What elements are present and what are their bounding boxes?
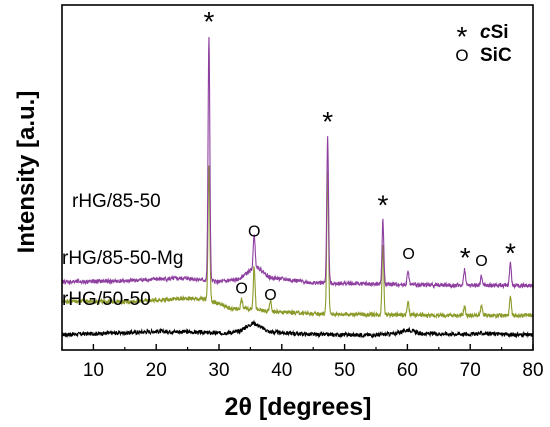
x-axis-title: 2θ [degrees] — [225, 393, 372, 421]
series-label-3: rHG/85-50 — [72, 191, 161, 212]
sic-peak-marker: O — [402, 246, 414, 263]
legend-sic-label: SiC — [480, 45, 512, 66]
sic-peak-marker: O — [235, 280, 247, 297]
x-tick-label: 30 — [208, 360, 229, 381]
csi-peak-marker: * — [322, 106, 333, 137]
sic-peak-marker: O — [264, 287, 276, 304]
peak-markers: **** *OO OO O — [203, 6, 515, 304]
series-line-1 — [61, 319, 534, 339]
x-ticks: 10 20 30 40 50 60 70 80 — [61, 344, 544, 381]
sic-peak-marker: O — [475, 253, 487, 270]
csi-peak-marker: * — [460, 242, 471, 273]
csi-peak-marker: * — [203, 6, 214, 37]
x-tick-label: 60 — [397, 360, 418, 381]
x-tick-label: 80 — [522, 360, 543, 381]
series-line-2 — [61, 165, 534, 320]
legend-o-symbol: O — [455, 46, 468, 65]
y-axis-title: Intensity [a.u.] — [13, 91, 40, 254]
legend-csi-suffix: Si — [491, 22, 509, 43]
x-tick-label: 50 — [334, 360, 355, 381]
plot-frame — [61, 4, 534, 351]
series-label-1: rHG/50-50 — [62, 289, 151, 310]
x-tick-label: 40 — [271, 360, 292, 381]
series-label-2: rHG/85-50-Mg — [62, 248, 183, 269]
series-line-3 — [61, 36, 534, 290]
x-tick-label: 20 — [146, 360, 167, 381]
x-tick-label: 70 — [460, 360, 481, 381]
series-labels: rHG/50-50 rHG/85-50-Mg rHG/85-50 — [62, 191, 183, 310]
csi-peak-marker: * — [505, 237, 516, 268]
legend-star-symbol: * — [457, 21, 468, 52]
csi-peak-marker: * — [377, 190, 388, 221]
legend-csi-prefix: c — [480, 22, 491, 43]
legend: * cSi O SiC — [455, 21, 512, 66]
x-tick-label: 10 — [83, 360, 104, 381]
legend-csi-label: cSi — [480, 22, 509, 43]
series-layer — [61, 36, 534, 339]
sic-peak-marker: O — [248, 224, 260, 241]
